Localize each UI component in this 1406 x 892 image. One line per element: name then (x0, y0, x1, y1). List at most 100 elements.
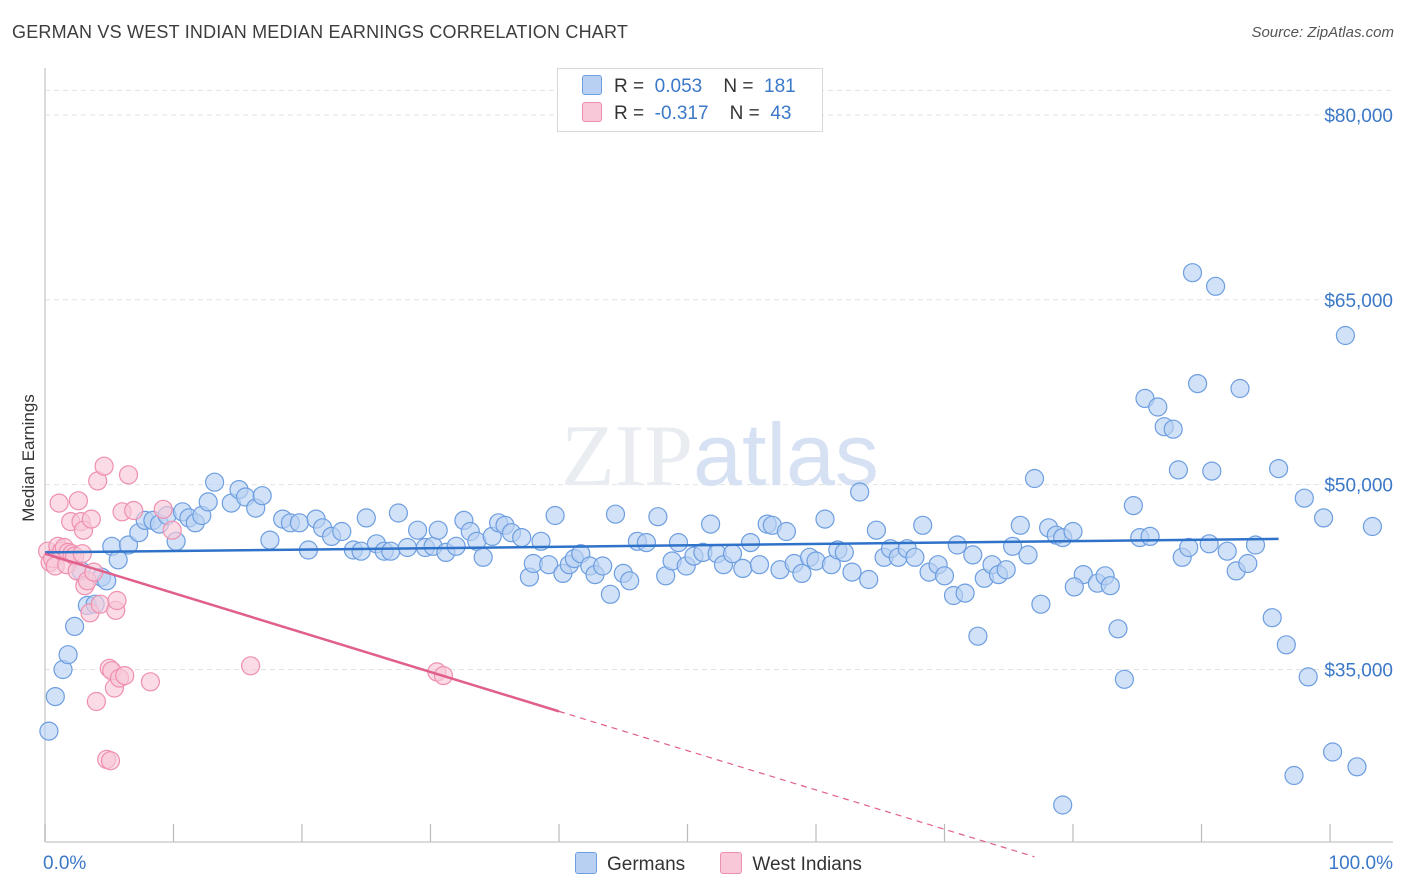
west-indian-point (140, 672, 160, 692)
german-point (934, 566, 955, 586)
x-tick-label-max: 100.0% (1329, 853, 1394, 874)
german-point (700, 514, 721, 534)
german-point (260, 530, 280, 550)
axis-labels: $35,000 $50,000 $65,000 $80,000 0.0% 100.0% Me… (19, 106, 1393, 874)
legend-r-value: -0.317 (654, 103, 709, 124)
west-indian-point (100, 751, 121, 771)
chart-title: GERMAN VS WEST INDIAN MEDIAN EARNINGS CO… (12, 22, 629, 42)
west-indian-point (124, 500, 144, 521)
german-point (1205, 276, 1226, 296)
legend-item-west-indians[interactable]: West Indians (720, 852, 862, 876)
west-indian-point (162, 520, 182, 540)
german-point (905, 547, 925, 567)
german-point (512, 527, 532, 548)
german-point (1238, 553, 1258, 574)
legend-r-label: R = (614, 103, 645, 124)
german-point (545, 505, 565, 526)
german-point (252, 486, 272, 506)
german-point (356, 508, 376, 528)
german-point (842, 562, 862, 582)
german-point (351, 541, 371, 561)
legend-swatch-pink (582, 102, 602, 122)
legend-n-label: N = (723, 76, 754, 97)
y-tick-label: $80,000 (1324, 106, 1393, 127)
german-point (1100, 576, 1120, 596)
german-point (1313, 508, 1334, 528)
german-point (733, 558, 753, 579)
german-point (668, 532, 689, 553)
correlation-legend: R = 0.053 N = 181 R = -0.317 N = 43 (557, 68, 823, 132)
legend-swatch-pink (720, 852, 743, 874)
german-point (1335, 325, 1356, 346)
west-indian-point (241, 656, 261, 676)
legend-n-value: 43 (770, 103, 792, 124)
german-point (815, 509, 835, 529)
german-point (776, 521, 797, 542)
german-point (1024, 468, 1045, 489)
german-point (388, 503, 408, 523)
west-indian-point (86, 691, 107, 712)
west-indian-point (115, 665, 135, 686)
german-point (1230, 378, 1250, 399)
german-point (289, 513, 309, 533)
x-tick-label-min: 0.0% (43, 853, 86, 874)
watermark-zip: ZIP (561, 408, 693, 505)
west-indian-point (153, 499, 173, 519)
german-point (1245, 535, 1266, 555)
german-point (64, 616, 85, 637)
legend-label-west-indians: West Indians (752, 854, 862, 875)
german-point (1217, 541, 1237, 561)
german-point (636, 532, 657, 553)
german-point (1187, 374, 1208, 394)
german-point (1123, 496, 1144, 516)
legend-swatch-blue (575, 852, 597, 874)
german-point (1298, 667, 1318, 687)
west-indian-point (49, 493, 69, 513)
german-point (381, 541, 401, 561)
german-point (1010, 515, 1030, 535)
german-point (1284, 765, 1304, 786)
trend-lines (44, 537, 1279, 858)
legend-n-label: N = (729, 103, 760, 124)
german-point (1268, 459, 1289, 479)
german-point (1163, 419, 1183, 439)
source-credit: Source: ZipAtlas.com (1251, 24, 1394, 41)
germans-points (39, 263, 1383, 815)
legend-row-germans: R = 0.053 N = 181 (582, 75, 796, 101)
legend-row-west-indians: R = -0.317 N = 43 (582, 102, 791, 128)
legend-item-germans[interactable]: Germans (575, 852, 685, 876)
west-indians-points (37, 456, 453, 771)
german-point (539, 555, 559, 575)
german-point (446, 536, 466, 556)
german-point (1168, 460, 1189, 480)
legend-swatch-blue (582, 75, 602, 95)
german-point (792, 563, 812, 584)
german-point (1199, 534, 1219, 554)
west-indian-point (68, 491, 89, 511)
german-point (1108, 619, 1128, 639)
german-point (955, 583, 975, 603)
german-point (58, 645, 78, 665)
german-point (968, 626, 988, 646)
german-point (947, 535, 967, 555)
german-point (740, 532, 761, 553)
german-point (45, 686, 65, 707)
germans-trend-line (44, 537, 1279, 554)
german-point (428, 520, 448, 540)
german-point (1031, 594, 1051, 614)
west-indians-trend-line (44, 552, 560, 713)
y-tick-label: $50,000 (1324, 476, 1393, 497)
german-point (39, 721, 59, 741)
german-point (996, 560, 1016, 580)
german-point (118, 535, 139, 555)
german-point (859, 569, 879, 590)
german-point (605, 504, 626, 524)
german-point (1362, 516, 1383, 537)
y-axis-label: Median Earnings (19, 394, 38, 522)
german-point (1294, 488, 1314, 508)
german-point (1179, 537, 1199, 558)
german-point (1276, 635, 1296, 655)
german-point (205, 472, 225, 492)
german-point (600, 584, 621, 604)
german-point (408, 520, 428, 540)
